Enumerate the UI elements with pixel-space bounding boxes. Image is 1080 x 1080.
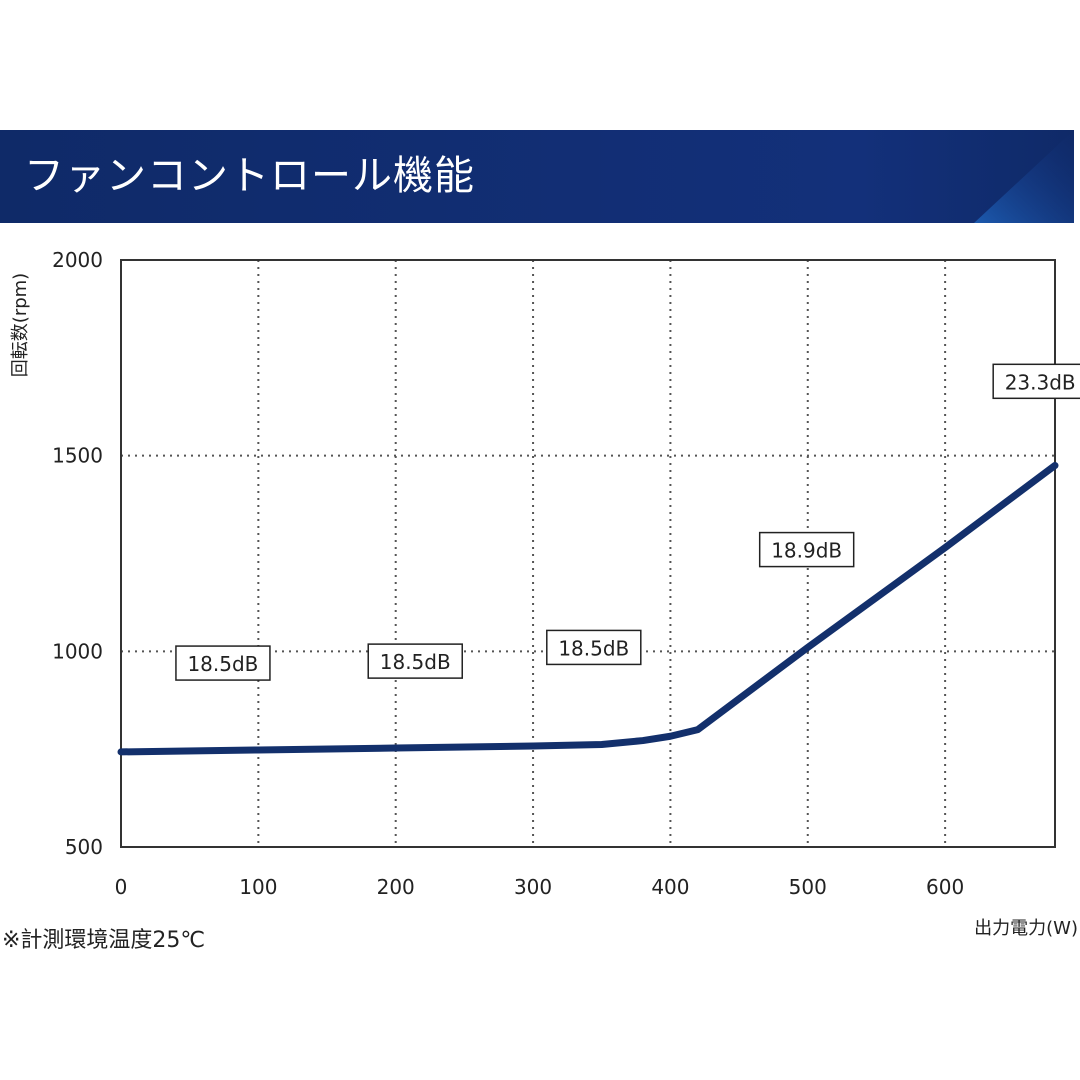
y-tick-label: 2000 bbox=[52, 248, 103, 272]
banner-accent-shape bbox=[974, 130, 1074, 223]
annotation-box bbox=[758, 531, 855, 568]
x-axis-label: 出力電力(W) bbox=[974, 918, 1078, 939]
x-tick-label: 0 bbox=[115, 875, 128, 899]
annotation-label: 23.3dB bbox=[1005, 370, 1076, 394]
y-tick-label: 500 bbox=[65, 835, 103, 859]
series-line bbox=[117, 461, 1059, 756]
ticks-layer: 0 100 200 300 400 500 600 500 1000 1500 2000 bbox=[52, 248, 964, 899]
annotation-layer: 18.5dB 18.5dB 18.5dB 18.9dB 23.3dB bbox=[175, 363, 1080, 681]
y-tick-label: 1000 bbox=[52, 639, 103, 663]
x-tick-label: 600 bbox=[926, 875, 964, 899]
annotation-box bbox=[992, 363, 1080, 400]
annotation-box bbox=[546, 629, 642, 666]
annotation-label: 18.5dB bbox=[558, 636, 629, 660]
x-tick-label: 200 bbox=[377, 875, 415, 899]
series-layer bbox=[117, 461, 1059, 756]
noise-annotation: 18.5dB bbox=[546, 629, 642, 666]
x-tick-label: 500 bbox=[789, 875, 827, 899]
grid-layer bbox=[121, 260, 1055, 847]
annotation-box bbox=[367, 643, 463, 679]
noise-annotation: 23.3dB bbox=[992, 363, 1080, 400]
plot-frame bbox=[120, 259, 1056, 848]
y-tick-label: 1500 bbox=[52, 444, 103, 468]
noise-annotation: 18.9dB bbox=[758, 531, 855, 568]
annotation-box bbox=[175, 645, 271, 681]
y-axis-label: 回転数(rpm) bbox=[10, 273, 31, 377]
page-title: ファンコントロール機能 bbox=[24, 153, 475, 199]
noise-annotation: 18.5dB bbox=[175, 645, 271, 681]
x-tick-label: 400 bbox=[651, 875, 689, 899]
x-tick-label: 100 bbox=[239, 875, 277, 899]
title-banner: ファンコントロール機能 bbox=[0, 130, 1074, 223]
annotation-label: 18.5dB bbox=[380, 650, 451, 674]
annotation-label: 18.9dB bbox=[771, 539, 842, 563]
noise-annotation: 18.5dB bbox=[367, 643, 463, 679]
annotation-label: 18.5dB bbox=[187, 652, 258, 676]
x-tick-label: 300 bbox=[514, 875, 552, 899]
footnote: ※計測環境温度25℃ bbox=[2, 928, 206, 953]
